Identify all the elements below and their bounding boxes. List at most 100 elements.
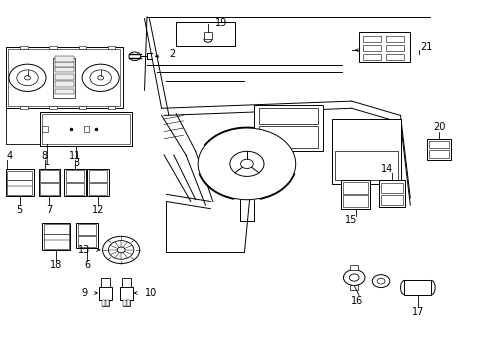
Bar — [380, 195, 403, 206]
Bar — [358, 32, 409, 62]
Bar — [331, 119, 400, 184]
Bar — [362, 54, 380, 60]
Bar — [123, 300, 130, 306]
Bar — [55, 89, 74, 94]
Bar — [42, 114, 130, 144]
Bar — [78, 224, 96, 235]
Text: 21: 21 — [419, 42, 431, 52]
Bar — [404, 280, 430, 295]
Bar — [259, 126, 317, 148]
Bar — [385, 54, 404, 60]
Text: 19: 19 — [215, 18, 227, 28]
Text: 18: 18 — [50, 260, 62, 270]
Circle shape — [129, 52, 141, 60]
Ellipse shape — [400, 280, 407, 295]
Bar — [53, 58, 75, 98]
Text: 2: 2 — [168, 49, 175, 59]
Bar — [340, 180, 369, 209]
Bar — [102, 300, 109, 306]
Bar — [349, 285, 357, 290]
Bar — [8, 49, 120, 107]
Bar — [65, 170, 84, 182]
Text: 12: 12 — [92, 205, 104, 215]
Bar — [55, 81, 74, 87]
Circle shape — [376, 278, 384, 284]
Bar — [42, 223, 70, 250]
Bar — [101, 278, 110, 287]
Circle shape — [90, 70, 111, 86]
Circle shape — [98, 76, 103, 80]
Bar — [40, 170, 59, 182]
Bar — [89, 170, 107, 182]
Bar — [55, 62, 74, 67]
Bar — [428, 140, 448, 148]
Bar — [55, 67, 74, 72]
Circle shape — [117, 247, 125, 253]
Bar — [378, 180, 405, 207]
Text: 3: 3 — [73, 158, 79, 168]
Bar — [385, 36, 404, 42]
Bar — [102, 300, 105, 306]
Bar — [380, 183, 403, 193]
Bar — [7, 171, 32, 180]
Circle shape — [203, 37, 211, 42]
Text: 5: 5 — [17, 205, 23, 215]
Bar — [83, 126, 89, 132]
Bar — [362, 36, 380, 42]
Bar — [20, 107, 27, 109]
Bar — [49, 107, 57, 109]
Text: 20: 20 — [432, 122, 445, 132]
Text: 16: 16 — [350, 296, 362, 306]
Circle shape — [343, 270, 364, 285]
Bar — [43, 234, 69, 249]
Circle shape — [24, 76, 30, 80]
Text: 8: 8 — [41, 150, 47, 161]
Bar — [79, 46, 86, 49]
Bar — [362, 45, 380, 51]
Bar — [43, 224, 69, 234]
Bar — [55, 56, 74, 62]
Bar — [78, 236, 96, 247]
Bar — [40, 183, 59, 195]
Bar — [55, 74, 74, 80]
Bar — [123, 300, 126, 306]
Bar — [89, 183, 107, 195]
Bar — [342, 195, 367, 207]
Text: 9: 9 — [81, 288, 87, 298]
Bar — [106, 300, 109, 306]
Circle shape — [102, 236, 140, 264]
Bar — [127, 300, 130, 306]
Circle shape — [17, 70, 38, 86]
Bar — [120, 287, 133, 300]
Bar — [7, 180, 32, 195]
Bar — [122, 278, 131, 287]
Text: 13: 13 — [78, 245, 90, 255]
Text: 10: 10 — [144, 288, 157, 298]
Circle shape — [108, 240, 134, 259]
Bar — [87, 169, 109, 196]
Text: 11: 11 — [68, 150, 81, 161]
Circle shape — [198, 128, 295, 200]
Bar — [49, 46, 57, 49]
Bar — [5, 169, 34, 196]
Text: 6: 6 — [84, 260, 90, 270]
Bar — [79, 107, 86, 109]
Bar — [108, 107, 115, 109]
Bar — [99, 287, 112, 300]
Bar — [428, 150, 448, 158]
Bar — [176, 22, 234, 45]
Bar — [259, 108, 317, 125]
Bar — [108, 46, 115, 49]
Circle shape — [82, 64, 119, 91]
Text: 7: 7 — [46, 205, 53, 215]
Text: 17: 17 — [411, 307, 424, 317]
Circle shape — [348, 274, 358, 281]
Bar — [65, 183, 84, 195]
Bar — [5, 47, 122, 108]
Text: 14: 14 — [381, 163, 393, 174]
Bar — [334, 151, 397, 180]
Bar — [254, 105, 322, 151]
Bar — [385, 45, 404, 51]
Ellipse shape — [427, 280, 434, 295]
Text: 1: 1 — [44, 157, 50, 167]
